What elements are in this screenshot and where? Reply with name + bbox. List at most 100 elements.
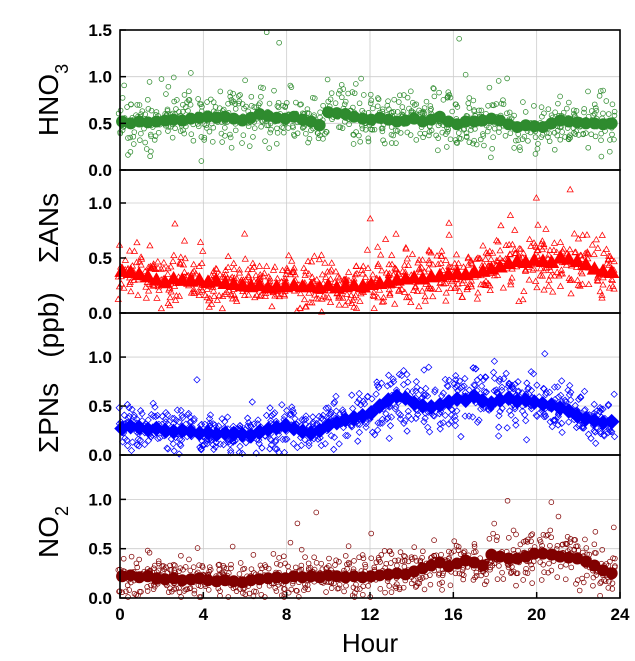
scatter-point bbox=[540, 385, 548, 393]
scatter-point bbox=[142, 139, 148, 146]
scatter-point bbox=[296, 304, 304, 311]
scatter-point bbox=[136, 407, 145, 415]
scatter-point bbox=[502, 241, 510, 248]
scatter-point bbox=[439, 266, 447, 273]
scatter-point bbox=[128, 438, 137, 446]
scatter-point bbox=[385, 260, 393, 268]
scatter-point bbox=[322, 131, 328, 137]
scatter-point bbox=[404, 129, 411, 136]
scatter-point bbox=[383, 560, 390, 567]
scatter-point bbox=[431, 93, 438, 100]
scatter-point bbox=[240, 291, 249, 298]
scatter-point bbox=[442, 256, 450, 263]
scatter-point bbox=[520, 287, 528, 294]
scatter-point bbox=[186, 88, 192, 95]
scatter-point bbox=[149, 261, 157, 269]
scatter-point bbox=[415, 264, 424, 272]
scatter-point bbox=[557, 563, 564, 570]
scatter-point bbox=[590, 582, 596, 589]
scatter-point bbox=[123, 442, 132, 450]
scatter-point bbox=[405, 293, 413, 300]
scatter-point bbox=[288, 257, 296, 264]
scatter-point bbox=[154, 264, 162, 271]
scatter-point bbox=[175, 435, 184, 443]
scatter-point bbox=[195, 291, 203, 299]
scatter-point bbox=[346, 561, 353, 567]
scatter-point bbox=[318, 414, 326, 422]
scatter-point bbox=[427, 107, 434, 114]
scatter-point bbox=[610, 433, 619, 441]
scatter-point bbox=[328, 259, 336, 266]
scatter-point bbox=[506, 211, 515, 218]
scatter-point bbox=[378, 552, 385, 558]
mean-point bbox=[122, 264, 139, 278]
scatter-point bbox=[339, 406, 347, 414]
scatter-point bbox=[507, 411, 515, 419]
scatter-point bbox=[404, 261, 413, 268]
mean-point bbox=[605, 117, 618, 130]
scatter-point bbox=[496, 563, 502, 569]
scatter-point bbox=[611, 524, 617, 531]
scatter-point bbox=[456, 36, 462, 42]
scatter-point bbox=[397, 549, 404, 555]
scatter-point bbox=[490, 530, 496, 537]
scatter-point bbox=[399, 267, 407, 274]
scatter-point bbox=[609, 586, 616, 592]
scatter-point bbox=[394, 109, 401, 115]
scatter-point bbox=[527, 386, 536, 395]
scatter-point bbox=[377, 379, 386, 387]
scatter-point bbox=[155, 129, 162, 136]
scatter-point bbox=[459, 263, 468, 270]
scatter-point bbox=[490, 374, 499, 382]
scatter-point bbox=[567, 275, 576, 283]
scatter-point bbox=[183, 271, 191, 279]
scatter-point bbox=[121, 256, 130, 263]
scatter-point bbox=[600, 249, 608, 256]
scatter-point bbox=[471, 543, 478, 550]
scatter-point bbox=[559, 245, 568, 252]
scatter-point bbox=[134, 435, 142, 443]
scatter-point bbox=[354, 437, 362, 445]
scatter-point bbox=[572, 537, 578, 543]
scatter-point bbox=[598, 231, 606, 238]
mean-point bbox=[363, 405, 380, 421]
scatter-point bbox=[371, 431, 379, 439]
scatter-point bbox=[207, 300, 216, 307]
scatter-point bbox=[483, 571, 489, 577]
scatter-point bbox=[324, 404, 332, 412]
scatter-point bbox=[599, 405, 607, 413]
y-tick-label: 0.5 bbox=[88, 114, 112, 133]
scatter-point bbox=[402, 243, 410, 251]
scatter-point bbox=[176, 585, 182, 591]
scatter-point bbox=[545, 106, 552, 112]
scatter-point bbox=[390, 132, 397, 139]
scatter-point bbox=[232, 127, 239, 134]
scatter-point bbox=[171, 220, 179, 227]
scatter-point bbox=[175, 418, 183, 426]
scatter-point bbox=[466, 139, 473, 146]
scatter-point bbox=[419, 575, 426, 581]
scatter-point bbox=[147, 153, 153, 160]
scatter-point bbox=[171, 586, 177, 593]
scatter-point bbox=[375, 96, 382, 103]
scatter-point bbox=[154, 434, 162, 443]
scatter-point bbox=[361, 92, 367, 98]
scatter-point bbox=[517, 245, 525, 252]
scatter-point bbox=[512, 249, 520, 256]
scatter-point bbox=[315, 412, 323, 421]
scatter-point bbox=[152, 133, 159, 139]
scatter-point bbox=[295, 594, 302, 600]
scatter-point bbox=[294, 588, 300, 594]
scatter-point bbox=[160, 258, 168, 266]
y-tick-label: 0.0 bbox=[88, 589, 112, 608]
scatter-point bbox=[534, 221, 542, 228]
scatter-point bbox=[255, 439, 263, 448]
scatter-point bbox=[525, 276, 533, 283]
scatter-point bbox=[240, 566, 246, 573]
scatter-point bbox=[330, 445, 338, 454]
scatter-point bbox=[529, 580, 535, 586]
mean-point bbox=[605, 567, 618, 580]
scatter-point bbox=[592, 529, 599, 535]
y-tick-label: 1.0 bbox=[88, 490, 112, 509]
scatter-point bbox=[153, 411, 162, 420]
